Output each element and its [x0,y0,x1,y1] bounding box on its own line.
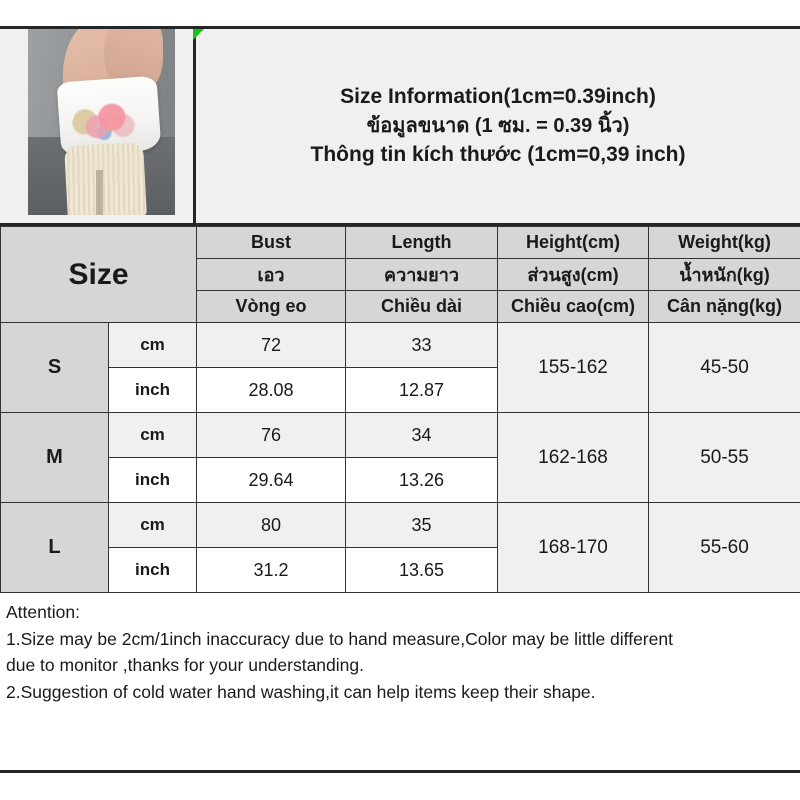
col-header-weight-th: น้ำหนัก(kg) [648,258,800,291]
bust-cm-l: 80 [196,502,346,548]
size-label-s: S [0,322,109,413]
size-label-m: M [0,412,109,503]
bust-cm-s: 72 [196,322,346,368]
product-photo [28,29,175,215]
weight-s: 45-50 [648,322,800,413]
green-corner-flag-icon [193,29,204,40]
attention-note-1-line-1: 1.Size may be 2cm/1inch inaccuracy due t… [6,628,673,649]
header-row-vietnamese: Vòng eo Chiều dài Chiều cao(cm) Cân nặng… [1,290,800,323]
weight-l: 55-60 [648,502,800,593]
height-l: 168-170 [497,502,649,593]
col-header-length-en: Length [345,226,498,259]
title-vietnamese: Thông tin kích thước (1cm=0,39 inch) [310,143,686,167]
unit-inch-s: inch [108,367,197,413]
header-row-english: Size Bust Length Height(cm) Weight(kg) [0,226,800,323]
col-header-bust-vi: Vòng eo [196,290,346,323]
header-row-thai: เอว ความยาว ส่วนสูง(cm) น้ำหนัก(kg) [1,258,800,291]
length-cm-s: 33 [345,322,498,368]
col-header-bust-th: เอว [196,258,346,291]
table-row: M cm 76 34 162-168 50-55 [0,412,800,503]
size-chart-sheet: Size Information(1cm=0.39inch) ข้อมูลขนา… [0,26,800,773]
bust-inch-s: 28.08 [196,367,346,413]
size-label-l: L [0,502,109,593]
bust-inch-m: 29.64 [196,457,346,503]
length-inch-l: 13.65 [345,547,498,593]
col-header-length-vi: Chiều dài [345,290,498,323]
title-english: Size Information(1cm=0.39inch) [340,84,656,108]
unit-inch-l: inch [108,547,197,593]
header-band: Size Information(1cm=0.39inch) ข้อมูลขนา… [0,29,800,226]
attention-note-2: 2.Suggestion of cold water hand washing,… [6,681,596,702]
col-header-bust-en: Bust [196,226,346,259]
table-row: inch 29.64 13.26 [1,457,800,503]
unit-cm-m: cm [108,412,197,458]
photo-corduroy-pants [64,142,148,215]
col-header-height-th: ส่วนสูง(cm) [497,258,649,291]
table-row: L cm 80 35 168-170 55-60 [0,502,800,593]
col-header-height-vi: Chiều cao(cm) [497,290,649,323]
unit-cm-s: cm [108,322,197,368]
attention-note-1-line-2: due to monitor ,thanks for your understa… [6,655,364,676]
col-header-weight-vi: Cân nặng(kg) [648,290,800,323]
height-s: 155-162 [497,322,649,413]
unit-cm-l: cm [108,502,197,548]
length-cm-l: 35 [345,502,498,548]
length-inch-m: 13.26 [345,457,498,503]
height-m: 162-168 [497,412,649,503]
unit-inch-m: inch [108,457,197,503]
bust-inch-l: 31.2 [196,547,346,593]
table-row: S cm 72 33 155-162 45-50 [0,322,800,413]
table-row: inch 28.08 12.87 [1,367,800,413]
col-header-height-en: Height(cm) [497,226,649,259]
col-header-weight-en: Weight(kg) [648,226,800,259]
length-cm-m: 34 [345,412,498,458]
product-photo-cell [0,29,196,223]
table-row: inch 31.2 13.65 [1,547,800,593]
size-header-cell: Size [0,226,197,323]
size-table: Size Bust Length Height(cm) Weight(kg) เ… [0,226,800,593]
attention-section: Attention: 1.Size may be 2cm/1inch inacc… [0,593,800,705]
bust-cm-m: 76 [196,412,346,458]
col-header-length-th: ความยาว [345,258,498,291]
title-thai: ข้อมูลขนาด (1 ซม. = 0.39 นิ้ว) [366,114,630,137]
attention-heading: Attention: [6,602,80,622]
length-inch-s: 12.87 [345,367,498,413]
title-cell: Size Information(1cm=0.39inch) ข้อมูลขนา… [193,29,800,223]
weight-m: 50-55 [648,412,800,503]
photo-leg-shadow [95,170,103,215]
